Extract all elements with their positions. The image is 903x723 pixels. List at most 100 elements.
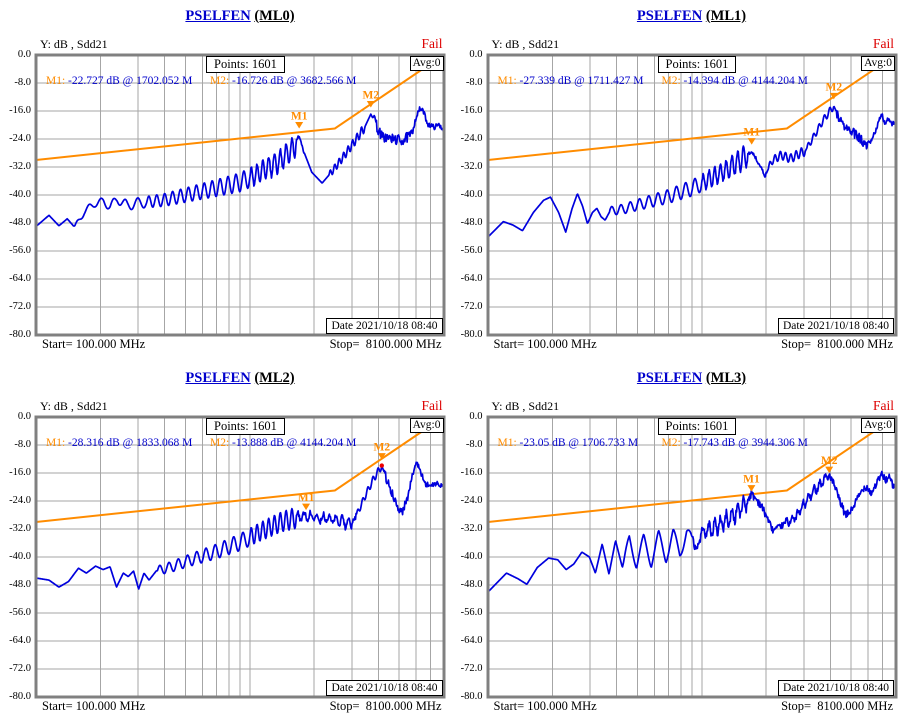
y-tick-label: -16.0 [460, 466, 483, 478]
marker1-value: -28.316 dB @ 1833.068 M [68, 436, 193, 449]
y-tick-label: -40.0 [460, 550, 483, 562]
y-tick-label: -8.0 [14, 438, 31, 450]
average-count: Avg:0 [861, 56, 895, 71]
y-tick-label: -64.0 [9, 273, 31, 284]
y-tick-label: -56.0 [9, 245, 31, 256]
y-tick-label: -48.0 [460, 578, 483, 590]
y-tick-label: -24.0 [9, 494, 31, 506]
stop-frequency-label: Stop= 8100.000 MHz [329, 698, 442, 713]
panel-title-test: PSELFEN [636, 8, 703, 24]
y-tick-label: -56.0 [460, 606, 483, 618]
y-tick-label: -72.0 [460, 662, 483, 674]
y-tick-label: -56.0 [460, 245, 483, 256]
marker-arrow-m2: M2 [820, 455, 837, 473]
date-stamp: Date 2021/10/18 08:40 [326, 679, 443, 696]
y-tick-label: -32.0 [460, 522, 483, 534]
stop-frequency-label: Stop= 8100.000 MHz [781, 337, 893, 351]
panel-title-test: PSELFEN [185, 8, 251, 24]
fail-status: Fail [872, 36, 894, 51]
marker1-value: -27.339 dB @ 1711.427 M [519, 75, 644, 87]
y-axis-label: Y: dB , Sdd21 [40, 398, 108, 413]
plot-canvas: M1 M2 [486, 415, 897, 698]
y-tick-label: -48.0 [9, 217, 31, 228]
y-axis-label: Y: dB , Sdd21 [40, 37, 108, 51]
y-tick-label: -80.0 [460, 329, 483, 340]
marker2-label: M2: [661, 75, 681, 87]
average-count: Avg:0 [409, 56, 444, 71]
y-tick-label: 0.0 [17, 49, 31, 60]
y-tick-label: -40.0 [460, 189, 483, 200]
marker-flag-label: M1 [743, 127, 760, 139]
marker-arrow-m2: M2 [825, 81, 842, 100]
marker1-label: M1: [497, 436, 517, 449]
panel-title-channel: (ML1) [705, 8, 747, 24]
y-axis-label: Y: dB , Sdd21 [491, 37, 560, 51]
start-frequency-label: Start= 100.000 MHz [42, 337, 146, 351]
y-tick-label: -32.0 [9, 522, 31, 534]
marker1-readout: M1: -22.727 dB @ 1702.052 M [46, 75, 192, 87]
y-tick-label: -40.0 [9, 189, 31, 200]
y-tick-label: -16.0 [9, 105, 31, 116]
y-tick-label: -24.0 [9, 133, 31, 144]
y-tick-label: 0.0 [469, 410, 483, 422]
marker1-readout: M1: -27.339 dB @ 1711.427 M [498, 75, 644, 87]
y-tick-label: -16.0 [9, 466, 31, 478]
y-tick-label: -80.0 [9, 329, 31, 340]
fail-status: Fail [872, 397, 894, 413]
date-stamp: Date 2021/10/18 08:40 [777, 679, 894, 696]
marker-arrow-m1: M1 [743, 127, 760, 145]
points-count: Points: 1601 [206, 417, 285, 435]
marker1-label: M1: [497, 75, 517, 87]
y-tick-label: -64.0 [460, 273, 483, 284]
y-tick-label: -8.0 [14, 77, 31, 88]
measurement-panel: PSELFEN (ML2) Fail Y: dB , Sdd21 0.0 -8.0… [0, 362, 452, 723]
marker2-value: -14.394 dB @ 4144.204 M [683, 75, 808, 87]
y-axis-ticks: 0.0 -8.0 -16.0 -24.0 -32.0 -40.0 -48.0 -56.0 -64… [0, 0, 31, 362]
y-tick-label: -48.0 [460, 217, 483, 228]
y-tick-label: -80.0 [9, 690, 31, 702]
panel-title: PSELFEN (ML2) [36, 370, 444, 387]
y-tick-label: -72.0 [460, 301, 483, 312]
marker2-readout: M2: -13.888 dB @ 4144.204 M [210, 437, 356, 449]
points-count: Points: 1601 [657, 417, 737, 435]
y-tick-label: -24.0 [460, 494, 483, 506]
y-tick-label: -56.0 [9, 606, 31, 618]
marker-arrow-m1: M1 [291, 111, 308, 129]
y-tick-label: -40.0 [9, 550, 31, 562]
marker2-label: M2: [661, 436, 681, 449]
panel-title: PSELFEN (ML1) [488, 8, 896, 25]
plot-canvas: M1 M2 [34, 415, 446, 698]
marker1-label: M1: [46, 75, 66, 87]
marker2-readout: M2: -17.743 dB @ 3944.306 M [662, 437, 808, 449]
y-tick-label: -8.0 [465, 438, 483, 450]
y-tick-label: -8.0 [465, 77, 483, 88]
average-count: Avg:0 [861, 417, 895, 433]
y-axis-label: Y: dB , Sdd21 [491, 398, 560, 413]
marker-arrow-m1: M1 [743, 473, 759, 492]
y-tick-label: -64.0 [460, 634, 483, 646]
marker-flag-label: M1 [298, 492, 315, 504]
panel-title: PSELFEN (ML3) [488, 370, 896, 387]
measurement-panel: PSELFEN (ML1) Fail Y: dB , Sdd21 0.0 -8.0… [452, 0, 903, 362]
points-count: Points: 1601 [206, 56, 285, 73]
marker1-label: M1: [46, 436, 66, 449]
fail-status: Fail [421, 397, 443, 413]
y-tick-label: -32.0 [9, 161, 31, 172]
panel-title-channel: (ML2) [254, 369, 295, 386]
panel-title-channel: (ML3) [705, 369, 747, 386]
marker2-label: M2: [210, 436, 230, 449]
marker1-readout: M1: -28.316 dB @ 1833.068 M [46, 437, 192, 449]
panel-title-test: PSELFEN [185, 369, 251, 386]
panel-title-channel: (ML0) [254, 8, 295, 24]
marker1-readout: M1: -23.05 dB @ 1706.733 M [498, 437, 639, 449]
date-stamp: Date 2021/10/18 08:40 [326, 318, 443, 334]
panel-title-test: PSELFEN [636, 369, 703, 386]
average-count: Avg:0 [409, 417, 444, 433]
y-tick-label: -72.0 [9, 662, 31, 674]
y-tick-label: -72.0 [9, 301, 31, 312]
y-tick-label: -48.0 [9, 578, 31, 590]
stop-frequency-label: Stop= 8100.000 MHz [329, 337, 442, 351]
panel-title: PSELFEN (ML0) [36, 8, 444, 25]
marker2-readout: M2: -14.394 dB @ 4144.204 M [662, 75, 808, 87]
